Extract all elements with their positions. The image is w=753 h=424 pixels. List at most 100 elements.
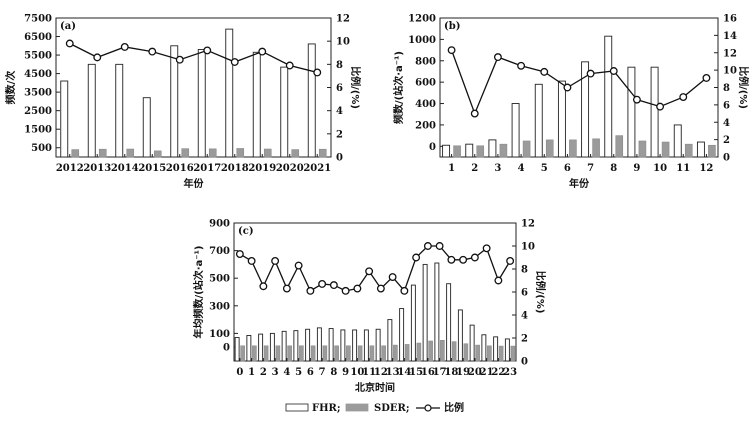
sder-bar (661, 141, 670, 158)
ratio-point (702, 73, 711, 82)
y2-tick-label: 8 (723, 83, 730, 94)
sder-bar (510, 345, 516, 362)
x-tick-label: 2 (471, 163, 478, 174)
y2-tick-label: 14 (723, 31, 737, 42)
sder-bar (416, 342, 422, 362)
ratio-point (470, 253, 479, 262)
sder-bar (475, 344, 480, 362)
fhr-bar (387, 319, 393, 362)
ratio-point (447, 255, 456, 264)
fhr-bar (258, 333, 264, 362)
y-tick-label: 500 (31, 143, 52, 154)
fhr-bar (316, 327, 322, 362)
x-tick-label: 19 (456, 367, 470, 378)
fhr-bar (340, 329, 346, 362)
x-tick-label: 3 (494, 163, 501, 174)
fhr-bar (375, 328, 381, 362)
sder-bar (334, 345, 339, 362)
fhr-bar (197, 49, 206, 158)
sder-bar (153, 150, 162, 158)
x-tick-label: 2015 (138, 163, 166, 174)
ratio-point (353, 284, 362, 293)
fhr-bar (469, 324, 475, 362)
fhr-bar (307, 43, 316, 158)
y2-tick-label: 4 (723, 118, 730, 129)
y-tick-label: 0 (429, 142, 436, 153)
x-tick-label: 23 (503, 367, 517, 378)
x-tick-label: 2014 (111, 163, 139, 174)
ratio-point (459, 255, 468, 264)
fhr-bar (281, 330, 287, 362)
y-tick-label: 300 (209, 301, 230, 312)
x-tick-label: 5 (541, 163, 548, 174)
sder-bar (615, 135, 624, 158)
sder-bar (487, 345, 492, 362)
fhr-bar (581, 61, 590, 158)
y-tick-label: 4500 (24, 69, 52, 80)
fhr-bar (446, 283, 452, 362)
ratio-point (493, 53, 502, 62)
x-tick-label: 12 (374, 367, 388, 378)
y2-tick-label: 10 (521, 242, 535, 253)
legend-fhr-label: FHR; (312, 403, 341, 414)
y2-tick-label: 6 (336, 83, 343, 94)
ratio-point (329, 281, 338, 290)
ratio-point (517, 61, 526, 70)
plot-frame (55, 17, 332, 158)
y-tick-label: 1500 (24, 125, 52, 136)
sder-bar (684, 143, 693, 158)
ratio-point (435, 242, 444, 250)
y-tick-label: 500 (209, 274, 230, 285)
sder-bar (569, 139, 577, 158)
y2-tick-label: 12 (336, 14, 350, 25)
x-axis-label: 年份 (569, 177, 590, 190)
y2-tick-label: 16 (723, 14, 737, 25)
x-tick-label: 3 (272, 367, 279, 378)
fhr-bar (293, 330, 299, 362)
legend-fhr-swatch (285, 403, 309, 412)
ratio-line (69, 42, 318, 74)
panel-label: (c) (238, 226, 254, 237)
sder-bar (369, 345, 375, 362)
ratio-point (412, 253, 421, 262)
x-tick-label: 12 (699, 163, 713, 174)
ratio-point (679, 93, 688, 102)
y2-tick-label: 10 (723, 66, 737, 77)
fhr-bar (269, 332, 275, 362)
ratio-point (318, 280, 327, 288)
sder-bar (322, 345, 328, 362)
ratio-point (506, 257, 515, 265)
y-tick-label: 100 (209, 329, 230, 340)
ratio-point (447, 46, 456, 55)
fhr-bar (142, 97, 151, 158)
sder-bar (126, 148, 135, 158)
y2-axis-label: 比例/(%) (737, 66, 750, 109)
fhr-bar (399, 308, 405, 362)
panel-label: (b) (444, 21, 460, 32)
y-tick-label: 6500 (24, 32, 52, 43)
y-axis-label: 频数/(站次·a⁻¹) (392, 51, 405, 124)
y-axis-label: 频数/次 (4, 71, 17, 105)
x-tick-label: 16 (421, 367, 435, 378)
y2-tick-label: 0 (723, 153, 730, 164)
y2-tick-label: 10 (336, 37, 350, 48)
fhr-bar (352, 329, 358, 362)
x-tick-label: 11 (362, 367, 376, 378)
fhr-bar (457, 309, 463, 362)
fhr-bar (115, 63, 124, 158)
ratio-line (239, 245, 511, 293)
fhr-bar (328, 328, 334, 362)
fhr-bar (488, 139, 497, 158)
legend-sder-swatch (345, 403, 369, 412)
x-tick-label: 11 (676, 163, 690, 174)
y2-tick-label: 6 (521, 288, 528, 299)
x-tick-label: 10 (350, 367, 364, 378)
y2-tick-label: 12 (521, 219, 535, 230)
fhr-bar (481, 334, 487, 362)
fhr-bar (410, 284, 416, 362)
x-tick-label: 9 (633, 163, 640, 174)
y2-tick-label: 4 (521, 311, 528, 322)
ratio-point (563, 83, 572, 92)
